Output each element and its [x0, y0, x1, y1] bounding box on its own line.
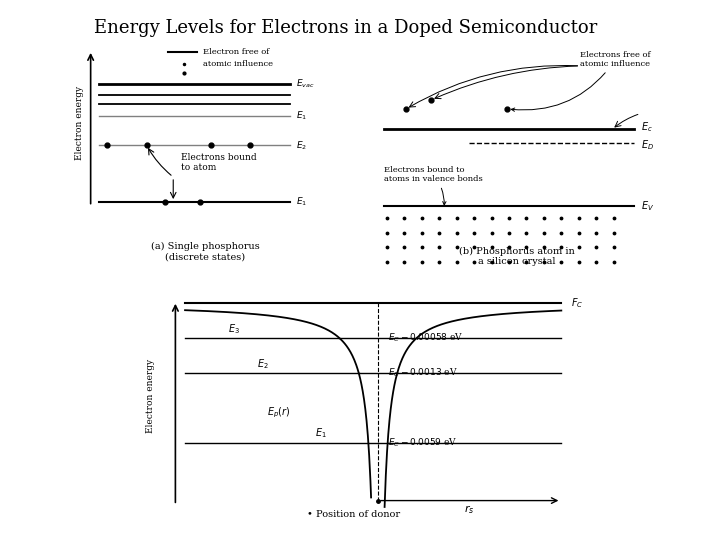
Text: (b) Phosphorus atom in
a silicon crystal: (b) Phosphorus atom in a silicon crystal	[459, 247, 575, 266]
Text: Energy Levels for Electrons in a Doped Semiconductor: Energy Levels for Electrons in a Doped S…	[94, 19, 597, 37]
Text: Electrons bound
to atom: Electrons bound to atom	[181, 153, 257, 172]
Text: $E_{vac}$: $E_{vac}$	[296, 78, 315, 90]
Text: $E_p(r)$: $E_p(r)$	[267, 405, 291, 420]
Text: Electron energy: Electron energy	[75, 85, 84, 160]
Text: $E_2$: $E_2$	[258, 357, 269, 370]
Text: Electron energy: Electron energy	[146, 359, 156, 433]
Text: $E_C - 0.00058$ eV: $E_C - 0.00058$ eV	[387, 332, 463, 345]
Text: • Position of donor: • Position of donor	[307, 510, 400, 519]
Text: $E_1$: $E_1$	[296, 110, 307, 122]
Text: $E_c$: $E_c$	[641, 120, 652, 134]
Text: atomic influence: atomic influence	[202, 59, 273, 68]
Text: $F_C$: $F_C$	[571, 296, 583, 310]
Text: $E_C - 0.0013$ eV: $E_C - 0.0013$ eV	[387, 367, 457, 379]
Text: $E_1$: $E_1$	[296, 195, 307, 208]
Text: $E_3$: $E_3$	[228, 322, 240, 336]
Text: Electrons free of
atomic influence: Electrons free of atomic influence	[511, 51, 651, 111]
Text: Electron free of: Electron free of	[202, 48, 269, 56]
Text: $E_C - 0.0059$ eV: $E_C - 0.0059$ eV	[387, 436, 456, 449]
Text: $E_V$: $E_V$	[641, 200, 654, 213]
Text: Electrons bound to
atoms in valence bonds: Electrons bound to atoms in valence bond…	[384, 166, 482, 205]
Text: $E_1$: $E_1$	[315, 427, 327, 440]
Text: (a) Single phosphorus
(discrete states): (a) Single phosphorus (discrete states)	[150, 242, 260, 261]
Text: $E_2$: $E_2$	[296, 139, 307, 152]
Text: $E_D$: $E_D$	[641, 138, 654, 152]
Text: $r_s$: $r_s$	[464, 503, 475, 516]
